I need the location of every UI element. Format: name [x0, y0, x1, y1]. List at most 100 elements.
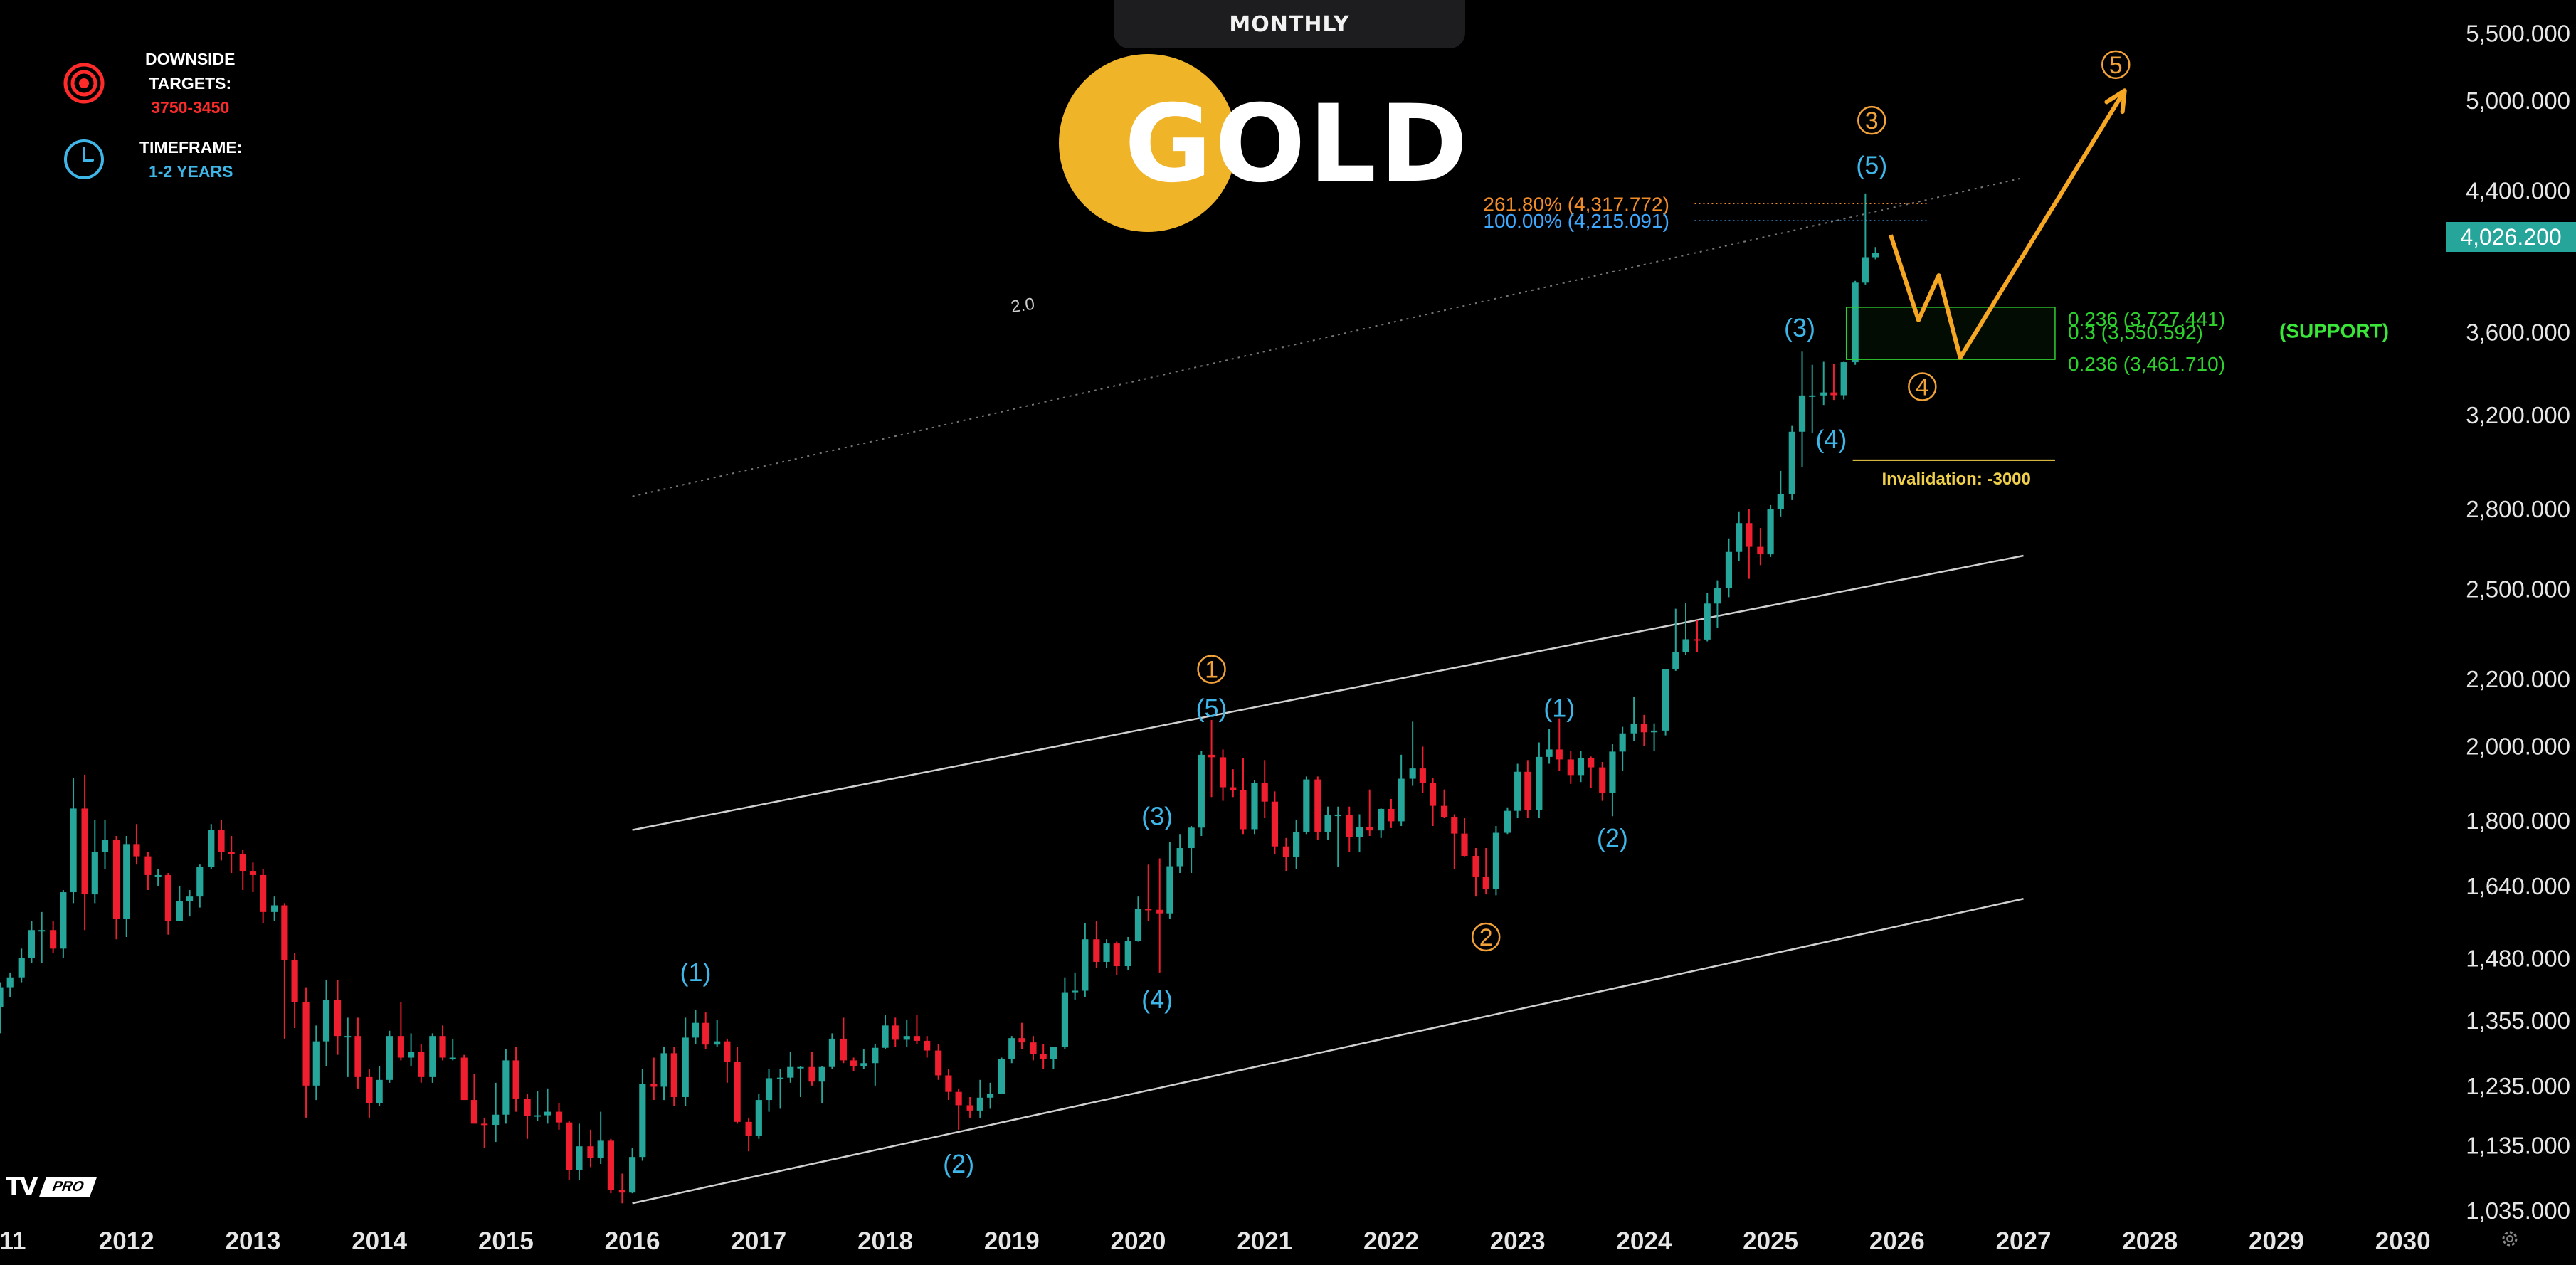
- candle-body: [1334, 815, 1341, 817]
- candle-body: [1599, 767, 1606, 793]
- x-tick-label: 2019: [984, 1227, 1040, 1255]
- candle-body: [955, 1091, 962, 1106]
- candle-body: [1630, 724, 1637, 734]
- candle-body: [439, 1036, 446, 1058]
- candle-body: [1672, 652, 1679, 669]
- candle-body: [1030, 1042, 1037, 1054]
- y-tick-label: 2,500.000: [2466, 576, 2570, 602]
- candle-body: [281, 905, 288, 960]
- candle-body: [1809, 395, 1816, 397]
- x-tick-label: 11: [0, 1227, 26, 1255]
- wave-label: 4: [1916, 374, 1929, 401]
- candle-body: [1461, 833, 1468, 856]
- gold-logo-circle: [1059, 54, 1237, 232]
- candle-body: [1777, 494, 1784, 509]
- candle-body: [1198, 754, 1205, 828]
- support-level-label: 0.236 (3,461.710): [2068, 353, 2225, 375]
- candle-body: [1145, 909, 1152, 911]
- candle-body: [1504, 810, 1511, 833]
- candle-body: [249, 871, 257, 875]
- timeframe-legend: TIMEFRAME: 1-2 YEARS: [63, 135, 242, 184]
- candle-body: [123, 844, 130, 919]
- downside-label-line1: DOWNSIDE: [145, 50, 236, 68]
- candle-body: [1176, 848, 1183, 867]
- wave-label: (2): [1597, 823, 1628, 852]
- candle-body: [787, 1066, 794, 1078]
- candle-body: [986, 1094, 994, 1098]
- candle-body: [1556, 749, 1563, 760]
- candle-body: [1567, 759, 1574, 776]
- candle-body: [629, 1157, 636, 1193]
- candle-body: [734, 1062, 741, 1122]
- candle-body: [1208, 754, 1215, 758]
- y-tick-label: 1,035.000: [2466, 1197, 2570, 1224]
- wave-label: (5): [1196, 693, 1228, 722]
- candle-body: [724, 1041, 731, 1062]
- fib-label: 261.80% (4,317.772): [1483, 193, 1669, 215]
- y-tick-label: 2,000.000: [2466, 733, 2570, 759]
- candle-body: [1261, 783, 1268, 802]
- candle-body: [186, 896, 194, 901]
- candle-body: [714, 1041, 721, 1045]
- candle-body: [1103, 943, 1110, 962]
- candle-body: [1746, 523, 1753, 547]
- downside-targets-legend: DOWNSIDE TARGETS: 3750-3450: [63, 47, 236, 120]
- candle-body: [1451, 817, 1458, 834]
- candle-body: [386, 1036, 393, 1080]
- tv-logo-mark: TV: [6, 1173, 38, 1201]
- candle-body: [524, 1099, 531, 1116]
- candle-body: [1314, 779, 1321, 832]
- y-tick-label: 3,600.000: [2466, 319, 2570, 345]
- x-tick-label: 2030: [2375, 1227, 2431, 1255]
- candle-body: [534, 1115, 541, 1117]
- downside-label-line2: TARGETS:: [149, 74, 232, 92]
- channel-line-0: [632, 898, 2024, 1205]
- candle-body: [808, 1066, 815, 1082]
- y-tick-label: 1,135.000: [2466, 1132, 2570, 1158]
- support-zone: 0.236 (3,727.441)0.3 (3,550.592) 0.236 (3…: [1845, 307, 2389, 489]
- candle-body: [1820, 392, 1827, 396]
- candle-body: [1872, 253, 1879, 258]
- projection-arrowhead: [2104, 88, 2127, 115]
- candle-body: [1346, 815, 1353, 837]
- candle-body: [797, 1066, 804, 1069]
- wave-label: (1): [1543, 693, 1575, 722]
- candle-body: [502, 1060, 510, 1115]
- clock-icon: [64, 139, 104, 179]
- candle-body: [776, 1077, 784, 1079]
- wave-circle: [2101, 50, 2131, 80]
- candle-body: [765, 1078, 773, 1101]
- candle-body: [1061, 992, 1068, 1047]
- support-level-label: 0.3 (3,550.592): [2068, 321, 2203, 343]
- candle-body: [1736, 523, 1743, 552]
- wave-label: (1): [680, 958, 711, 987]
- timeframe-value: 1-2 YEARS: [148, 162, 233, 181]
- candle-body: [1378, 808, 1385, 831]
- candle-body: [302, 1002, 310, 1086]
- candle-body: [1271, 801, 1279, 847]
- x-axis[interactable]: 11 2012 2013 2014 2015 2016 2017 2018 2019 2020 20…: [0, 1227, 2431, 1255]
- candle-body: [544, 1111, 551, 1116]
- wave-label: (4): [1815, 425, 1847, 454]
- gear-icon[interactable]: [2499, 1228, 2520, 1249]
- candle-body: [1324, 815, 1331, 832]
- timeframe-pill[interactable]: MONTHLY: [1114, 0, 1465, 48]
- candle-body: [91, 852, 98, 895]
- candle-body: [566, 1122, 573, 1170]
- candle-body: [1492, 832, 1500, 889]
- candle-body: [1156, 909, 1163, 914]
- candle-body: [966, 1105, 973, 1111]
- candle-body: [913, 1036, 921, 1041]
- y-tick-label: 5,500.000: [2466, 21, 2570, 47]
- candle-body: [755, 1100, 762, 1136]
- candle-body: [271, 905, 278, 912]
- x-tick-label: 2028: [2122, 1227, 2178, 1255]
- candle-body: [6, 977, 14, 988]
- candle-body: [1188, 827, 1195, 849]
- y-axis[interactable]: 5,500.000 5,000.000 4,400.000 3,600.000 3,20…: [2466, 21, 2570, 1224]
- downside-value: 3750-3450: [151, 98, 230, 117]
- candle-body: [512, 1060, 519, 1099]
- candle-body: [1293, 832, 1300, 857]
- candle-body: [1524, 771, 1531, 810]
